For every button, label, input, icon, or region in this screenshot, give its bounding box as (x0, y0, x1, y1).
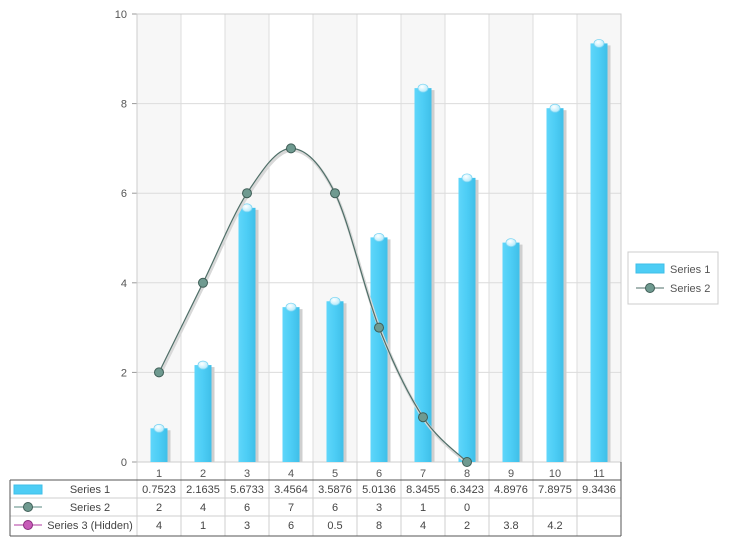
table-cell-value: 1 (420, 502, 426, 514)
table-cell-value: 2 (464, 520, 470, 532)
x-tick-label: 7 (420, 468, 426, 480)
table-cell-value: 3.8 (503, 520, 518, 532)
bar[interactable] (194, 365, 212, 462)
series-2-point[interactable] (330, 188, 340, 199)
series-2-line (158, 147, 468, 463)
table-symbol-bar (13, 484, 43, 495)
bar[interactable] (502, 242, 520, 462)
table-series-name: Series 3 (Hidden) (47, 520, 133, 532)
x-tick-label: 4 (288, 468, 294, 480)
bar[interactable] (326, 301, 344, 462)
table-cell-value: 2.1635 (186, 484, 220, 496)
legend-box (627, 251, 719, 305)
table-cell-value: 0 (464, 502, 470, 514)
y-tick-label: 0 (121, 457, 127, 469)
table-series-name: Series 1 (70, 484, 110, 496)
x-tick-label: 9 (508, 468, 514, 480)
table-cell-value: 6 (288, 520, 294, 532)
legend-symbol-marker (645, 283, 655, 293)
bar-cap (461, 173, 473, 183)
series-2-point[interactable] (154, 367, 164, 378)
bar[interactable] (590, 43, 608, 463)
series-2-point[interactable] (198, 277, 208, 288)
table-cell-value: 5.0136 (362, 484, 396, 496)
table-cell-value: 3 (244, 520, 250, 532)
bar[interactable] (414, 88, 432, 463)
bar-cap (549, 103, 561, 113)
bar[interactable] (238, 207, 256, 462)
table-cell-value: 3 (376, 502, 382, 514)
table-cell-value: 5.6733 (230, 484, 264, 496)
x-tick-label: 2 (200, 468, 206, 480)
bar[interactable] (546, 108, 564, 462)
y-tick-label: 6 (121, 188, 127, 200)
x-tick-label: 6 (376, 468, 382, 480)
table-symbol-marker (23, 520, 33, 530)
x-tick-label: 3 (244, 468, 250, 480)
table-cell-value: 0.5 (327, 520, 342, 532)
table-cell-value: 4.8976 (494, 484, 528, 496)
table-cell-value: 7.8975 (538, 484, 572, 496)
x-tick-label: 10 (549, 468, 561, 480)
y-tick-label: 8 (121, 99, 127, 111)
bar-cap (285, 302, 297, 312)
series-2-point[interactable] (242, 188, 252, 199)
bar-cap (329, 296, 341, 306)
bar-cap (505, 238, 517, 247)
bar-cap (153, 423, 165, 433)
bar[interactable] (150, 428, 168, 462)
table-cell-value: 8 (376, 520, 382, 532)
series-2-point[interactable] (418, 412, 428, 423)
bar-cap (197, 360, 209, 370)
legend-label: Series 1 (670, 264, 710, 276)
table-cell-value: 4.2 (547, 520, 562, 532)
x-tick-label: 1 (156, 468, 162, 480)
table-symbol-marker (23, 502, 33, 512)
series-2-point[interactable] (462, 457, 472, 467)
y-tick-label: 2 (121, 367, 127, 379)
table-cell-value: 4 (420, 520, 426, 532)
table-cell-value: 4 (156, 520, 162, 532)
table-cell-value: 8.3455 (406, 484, 440, 496)
table-cell-value: 6 (244, 502, 250, 514)
x-tick-label: 11 (593, 468, 604, 480)
bar-cap (417, 83, 429, 93)
table-cell-value: 1 (200, 520, 206, 532)
table-cell-value: 6.3423 (450, 484, 484, 496)
table-cell-value: 7 (288, 502, 294, 514)
table-cell-value: 6 (332, 502, 338, 514)
table-cell-value: 3.4564 (274, 484, 308, 496)
table-cell-value: 4 (200, 502, 206, 514)
series-2-point[interactable] (286, 143, 296, 154)
legend-symbol-bar[interactable] (635, 263, 665, 274)
table-cell-value: 9.3436 (582, 484, 616, 496)
x-tick-label: 5 (332, 468, 338, 480)
x-tick-label: 8 (464, 468, 470, 480)
bar[interactable] (282, 307, 300, 462)
table-cell-value: 3.5876 (318, 484, 352, 496)
bar[interactable] (458, 177, 476, 462)
y-tick-label: 10 (115, 9, 127, 21)
bar-cap (593, 39, 605, 48)
legend-label: Series 2 (670, 283, 710, 295)
table-series-name: Series 2 (70, 502, 110, 514)
series-2-point[interactable] (374, 322, 384, 333)
table-cell-value: 2 (156, 502, 162, 514)
column-band (137, 14, 181, 462)
bar-cap (373, 232, 385, 242)
y-tick-label: 4 (121, 278, 127, 290)
table-cell-value: 0.7523 (142, 484, 176, 496)
bar[interactable] (370, 237, 388, 462)
